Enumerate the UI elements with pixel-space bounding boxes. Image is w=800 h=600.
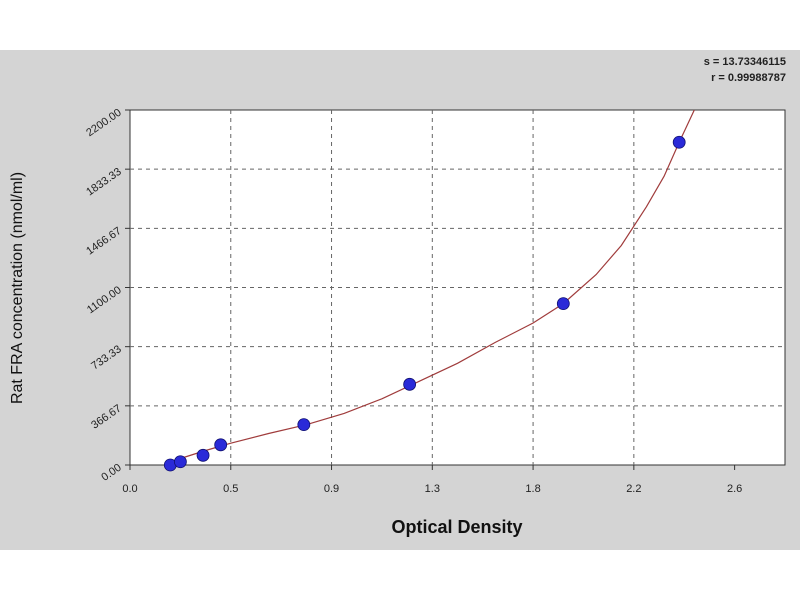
y-tick-label: 1466.67 — [84, 225, 123, 258]
y-tick-label: 1100.00 — [85, 284, 124, 316]
y-tick-label: 0.00 — [99, 462, 123, 484]
fit-statistics: s = 13.73346115 r = 0.99988787 — [704, 54, 786, 86]
y-axis-label: Rat FRA concentration (nmol/ml) — [9, 172, 26, 404]
x-axis-label: Optical Density — [391, 517, 522, 537]
x-tick-label: 0.5 — [223, 483, 238, 495]
data-point — [173, 455, 187, 469]
data-point — [214, 438, 228, 452]
data-point — [672, 135, 686, 149]
r-value-label: r = 0.99988787 — [711, 72, 786, 84]
x-tick-label: 1.3 — [425, 483, 440, 495]
y-tick-label: 366.67 — [89, 402, 123, 431]
y-tick-label: 2200.00 — [84, 107, 123, 140]
fit-curve — [165, 109, 695, 466]
data-points — [163, 135, 686, 472]
x-tick-label: 0.9 — [324, 483, 339, 495]
x-axis-ticks: 0.0 0.5 0.9 1.3 1.8 2.2 2.6 — [122, 465, 742, 495]
data-point — [403, 377, 417, 391]
x-tick-label: 0.0 — [122, 483, 137, 495]
y-tick-label: 733.33 — [89, 343, 123, 372]
x-tick-label: 2.6 — [727, 483, 742, 495]
x-tick-label: 1.8 — [525, 483, 540, 495]
x-tick-label: 2.2 — [626, 483, 641, 495]
s-value-label: s = 13.73346115 — [703, 56, 786, 68]
grid-lines — [130, 110, 785, 465]
data-point — [196, 448, 210, 462]
y-axis-ticks: 0.00 366.67 733.33 1100.00 1466.67 1833.33 220… — [84, 107, 130, 484]
data-point — [297, 418, 311, 432]
data-point — [556, 297, 570, 311]
y-tick-label: 1833.33 — [84, 166, 123, 199]
